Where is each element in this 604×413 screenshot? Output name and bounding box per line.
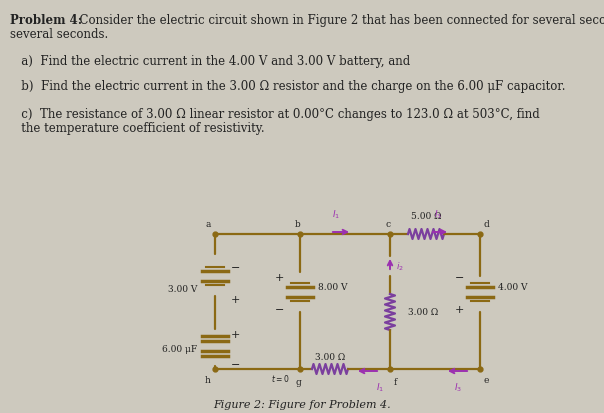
Text: b: b [295, 219, 301, 228]
Text: 6.00 μF: 6.00 μF [162, 345, 197, 354]
Text: 3.00 Ω: 3.00 Ω [315, 352, 345, 361]
Text: a)  Find the electric current in the 4.00 V and 3.00 V battery, and: a) Find the electric current in the 4.00… [10, 55, 410, 68]
Text: c: c [385, 219, 391, 228]
Text: b)  Find the electric current in the 3.00 Ω resistor and the charge on the 6.00 : b) Find the electric current in the 3.00… [10, 80, 565, 93]
Text: Problem 4:: Problem 4: [10, 14, 82, 27]
Text: −: − [455, 272, 464, 282]
Text: the temperature coefficient of resistivity.: the temperature coefficient of resistivi… [10, 121, 265, 134]
Text: 3.00 V: 3.00 V [168, 285, 197, 294]
Text: a: a [205, 219, 211, 228]
Text: Figure 2: Figure for Problem 4.: Figure 2: Figure for Problem 4. [213, 399, 391, 409]
Text: $I_3$: $I_3$ [434, 208, 442, 221]
Text: 4.00 V: 4.00 V [498, 283, 527, 292]
Text: f: f [394, 377, 397, 386]
Text: +: + [231, 329, 240, 339]
Text: g: g [295, 377, 301, 386]
Text: $i_2$: $i_2$ [396, 260, 404, 273]
Text: 3.00 Ω: 3.00 Ω [408, 308, 439, 317]
Text: 5.00 Ω: 5.00 Ω [411, 211, 442, 221]
Text: 8.00 V: 8.00 V [318, 283, 347, 292]
Text: h: h [205, 375, 211, 384]
Text: c)  The resistance of 3.00 Ω linear resistor at 0.00°C changes to 123.0 Ω at 503: c) The resistance of 3.00 Ω linear resis… [10, 108, 540, 121]
Text: +: + [455, 304, 464, 314]
Text: −: − [231, 359, 240, 369]
Text: +: + [275, 272, 284, 282]
Text: −: − [275, 304, 284, 314]
Text: $I_1$: $I_1$ [376, 381, 384, 394]
Text: e: e [484, 375, 489, 384]
Text: $I_3$: $I_3$ [454, 381, 462, 394]
Text: $I_1$: $I_1$ [332, 208, 340, 221]
Text: +: + [231, 294, 240, 304]
Text: several seconds.: several seconds. [10, 28, 108, 40]
Text: −: − [231, 262, 240, 272]
Text: Consider the electric circuit shown in Figure 2 that has been connected for seve: Consider the electric circuit shown in F… [72, 14, 604, 27]
Text: $t=0$: $t=0$ [271, 372, 290, 383]
Text: d: d [484, 219, 490, 228]
